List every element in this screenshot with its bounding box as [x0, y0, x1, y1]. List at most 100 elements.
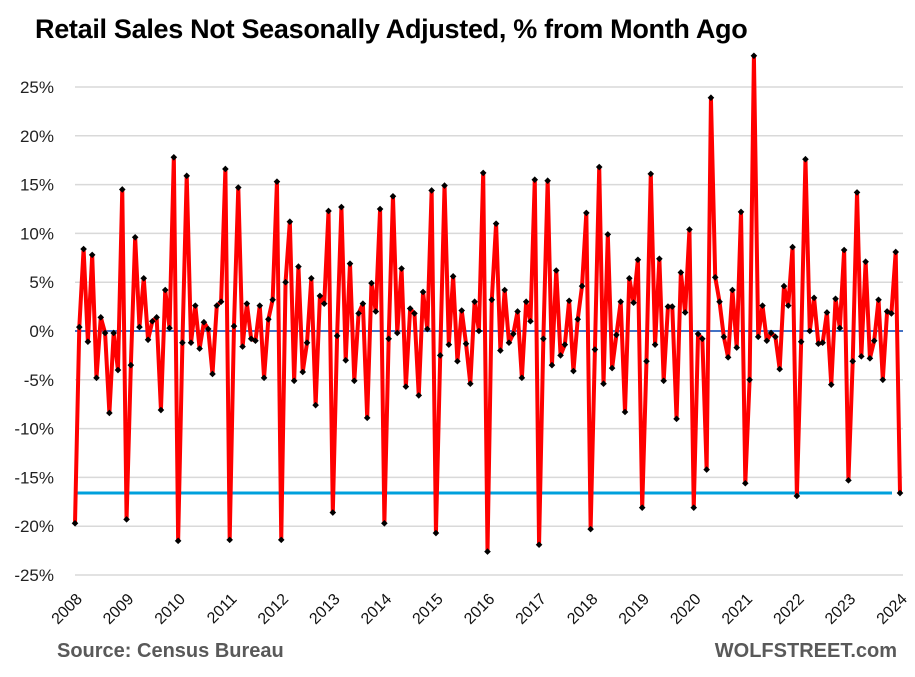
data-point: [295, 263, 302, 270]
y-tick-label: -10%: [14, 420, 54, 439]
y-tick-label: 5%: [29, 273, 54, 292]
data-point: [299, 368, 307, 376]
data-point: [552, 267, 560, 274]
data-point: [531, 176, 539, 184]
data-point: [806, 327, 814, 335]
data-point: [441, 182, 448, 189]
data-point: [222, 165, 229, 173]
line-chart: 25% 20% 15% 10% 5% 0% -5% -10% -15% -20% -25% 2008…: [14, 52, 911, 628]
data-point: [643, 357, 650, 365]
data-point: [488, 296, 496, 304]
data-point: [746, 376, 753, 384]
data-point: [548, 361, 556, 369]
data-point: [664, 303, 672, 310]
data-point: [110, 329, 117, 337]
data-point: [217, 298, 225, 306]
data-point: [535, 541, 543, 549]
data-point: [71, 519, 79, 527]
data-point: [578, 282, 586, 290]
data-point: [789, 243, 796, 251]
data-point: [823, 309, 831, 316]
data-point: [75, 323, 83, 331]
data-point: [372, 308, 380, 315]
data-point: [879, 376, 887, 384]
data-point: [484, 548, 491, 555]
data-point: [737, 208, 745, 216]
x-tick-label: 2014: [358, 591, 395, 628]
data-point: [767, 329, 775, 337]
data-point: [226, 536, 233, 544]
data-point: [329, 509, 337, 516]
data-point: [88, 251, 96, 259]
y-axis-ticks: 25% 20% 15% 10% 5% 0% -5% -10% -15% -20% -25%: [14, 78, 54, 585]
data-point: [561, 341, 569, 348]
x-tick-label: 2023: [822, 591, 859, 628]
data-point: [845, 477, 852, 484]
data-point: [428, 187, 435, 194]
data-point: [716, 298, 723, 306]
data-point: [363, 414, 371, 422]
data-point: [187, 339, 195, 347]
x-tick-label: 2021: [719, 591, 756, 628]
x-tick-label: 2019: [616, 591, 653, 628]
x-tick-label: 2017: [513, 591, 550, 628]
data-point: [836, 324, 844, 332]
data-point: [424, 325, 431, 333]
data-point: [467, 380, 474, 388]
data-point: [192, 302, 199, 309]
data-point: [273, 178, 281, 185]
data-point: [312, 401, 319, 409]
data-point: [686, 226, 693, 233]
data-point: [600, 380, 607, 388]
data-point: [694, 330, 702, 338]
x-tick-label: 2009: [100, 591, 137, 628]
data-point: [101, 329, 109, 337]
data-point: [613, 331, 620, 339]
data-point: [776, 365, 783, 373]
data-point: [570, 367, 577, 375]
data-point: [308, 274, 315, 282]
data-point: [518, 374, 526, 382]
data-point: [256, 302, 264, 309]
data-point: [617, 298, 625, 306]
data-point: [673, 415, 680, 423]
data-point: [269, 296, 276, 304]
data-point: [677, 269, 685, 276]
data-point: [333, 332, 341, 340]
data-point: [359, 300, 367, 307]
data-point: [557, 352, 564, 359]
x-tick-label: 2012: [255, 591, 292, 628]
data-point: [647, 170, 655, 178]
data-point: [136, 323, 143, 331]
data-point: [501, 286, 508, 294]
x-tick-label: 2008: [49, 591, 86, 628]
data-point: [608, 364, 616, 372]
data-point: [668, 303, 676, 310]
data-point: [634, 256, 642, 264]
chart-title: Retail Sales Not Seasonally Adjusted, % …: [35, 14, 748, 44]
y-tick-label: 25%: [20, 78, 54, 97]
x-tick-label: 2024: [874, 591, 911, 628]
data-point: [763, 337, 771, 345]
data-point: [432, 529, 440, 537]
data-point: [870, 337, 878, 345]
data-point: [80, 245, 87, 253]
y-tick-label: 10%: [20, 224, 54, 243]
data-point: [179, 339, 186, 347]
data-point: [196, 345, 203, 352]
data-point: [389, 193, 397, 200]
data-point: [174, 537, 182, 545]
data-point: [651, 341, 659, 348]
data-point: [625, 274, 633, 282]
data-point: [591, 346, 599, 353]
data-point: [209, 370, 216, 378]
data-point: [200, 318, 208, 326]
data-point: [106, 409, 113, 417]
data-point: [149, 317, 156, 325]
data-point: [621, 408, 629, 416]
data-point: [759, 302, 766, 309]
data-point: [514, 308, 521, 315]
data-point: [153, 314, 160, 321]
data-point: [595, 163, 603, 171]
data-point: [660, 377, 667, 385]
